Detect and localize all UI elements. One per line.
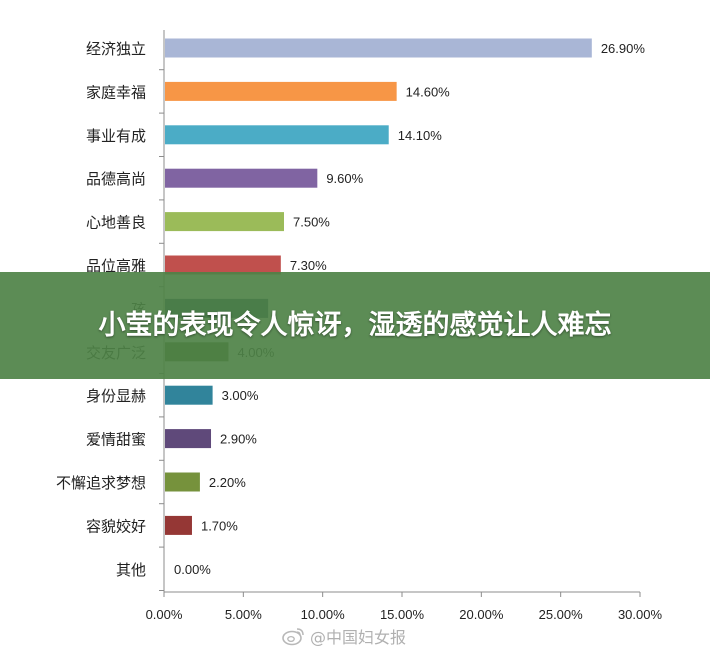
weibo-icon — [282, 628, 304, 646]
headline-text: 小莹的表现令人惊讶，湿透的感觉让人难忘 — [98, 309, 612, 341]
data-label: 14.60% — [406, 84, 451, 99]
category-label: 身份显赫 — [86, 387, 146, 405]
headline-banner: 小莹的表现令人惊讶，湿透的感觉让人难忘 — [0, 272, 710, 379]
bar — [165, 429, 212, 449]
bar — [165, 212, 284, 232]
data-label: 2.20% — [209, 475, 246, 490]
bar — [165, 255, 281, 275]
x-tick-label: 25.00% — [539, 607, 584, 622]
x-tick-label: 0.00% — [146, 607, 183, 622]
bar — [165, 125, 389, 145]
category-label: 爱情甜蜜 — [86, 431, 146, 449]
x-tick-label: 15.00% — [380, 607, 425, 622]
category-label: 容貌姣好 — [86, 517, 146, 535]
bar — [165, 168, 318, 188]
category-label: 家庭幸福 — [86, 83, 146, 101]
bar — [165, 472, 200, 492]
watermark-text: @中国妇女报 — [310, 628, 407, 647]
category-label: 其他 — [116, 561, 146, 579]
data-label: 7.30% — [290, 258, 327, 273]
data-label: 2.90% — [220, 432, 257, 447]
x-tick-label: 20.00% — [459, 607, 504, 622]
category-label: 不懈追求梦想 — [56, 474, 146, 492]
data-label: 1.70% — [201, 518, 238, 533]
bar — [165, 38, 592, 58]
x-tick-label: 5.00% — [225, 607, 262, 622]
bar — [165, 385, 213, 405]
bar — [165, 81, 397, 101]
category-label: 心地善良 — [86, 214, 146, 232]
x-tick-label: 30.00% — [618, 607, 663, 622]
category-label: 品位高雅 — [86, 257, 146, 275]
data-label: 9.60% — [326, 171, 363, 186]
data-label: 14.10% — [398, 128, 443, 143]
data-label: 7.50% — [293, 215, 330, 230]
watermark: @中国妇女报 — [282, 624, 406, 648]
category-label: 品德高尚 — [86, 170, 146, 188]
x-tick-label: 10.00% — [301, 607, 346, 622]
data-label: 3.00% — [222, 388, 259, 403]
data-label: 26.90% — [601, 41, 646, 56]
category-label: 经济独立 — [86, 40, 146, 58]
category-label: 事业有成 — [86, 127, 146, 145]
data-label: 0.00% — [174, 562, 211, 577]
bar — [165, 515, 192, 535]
